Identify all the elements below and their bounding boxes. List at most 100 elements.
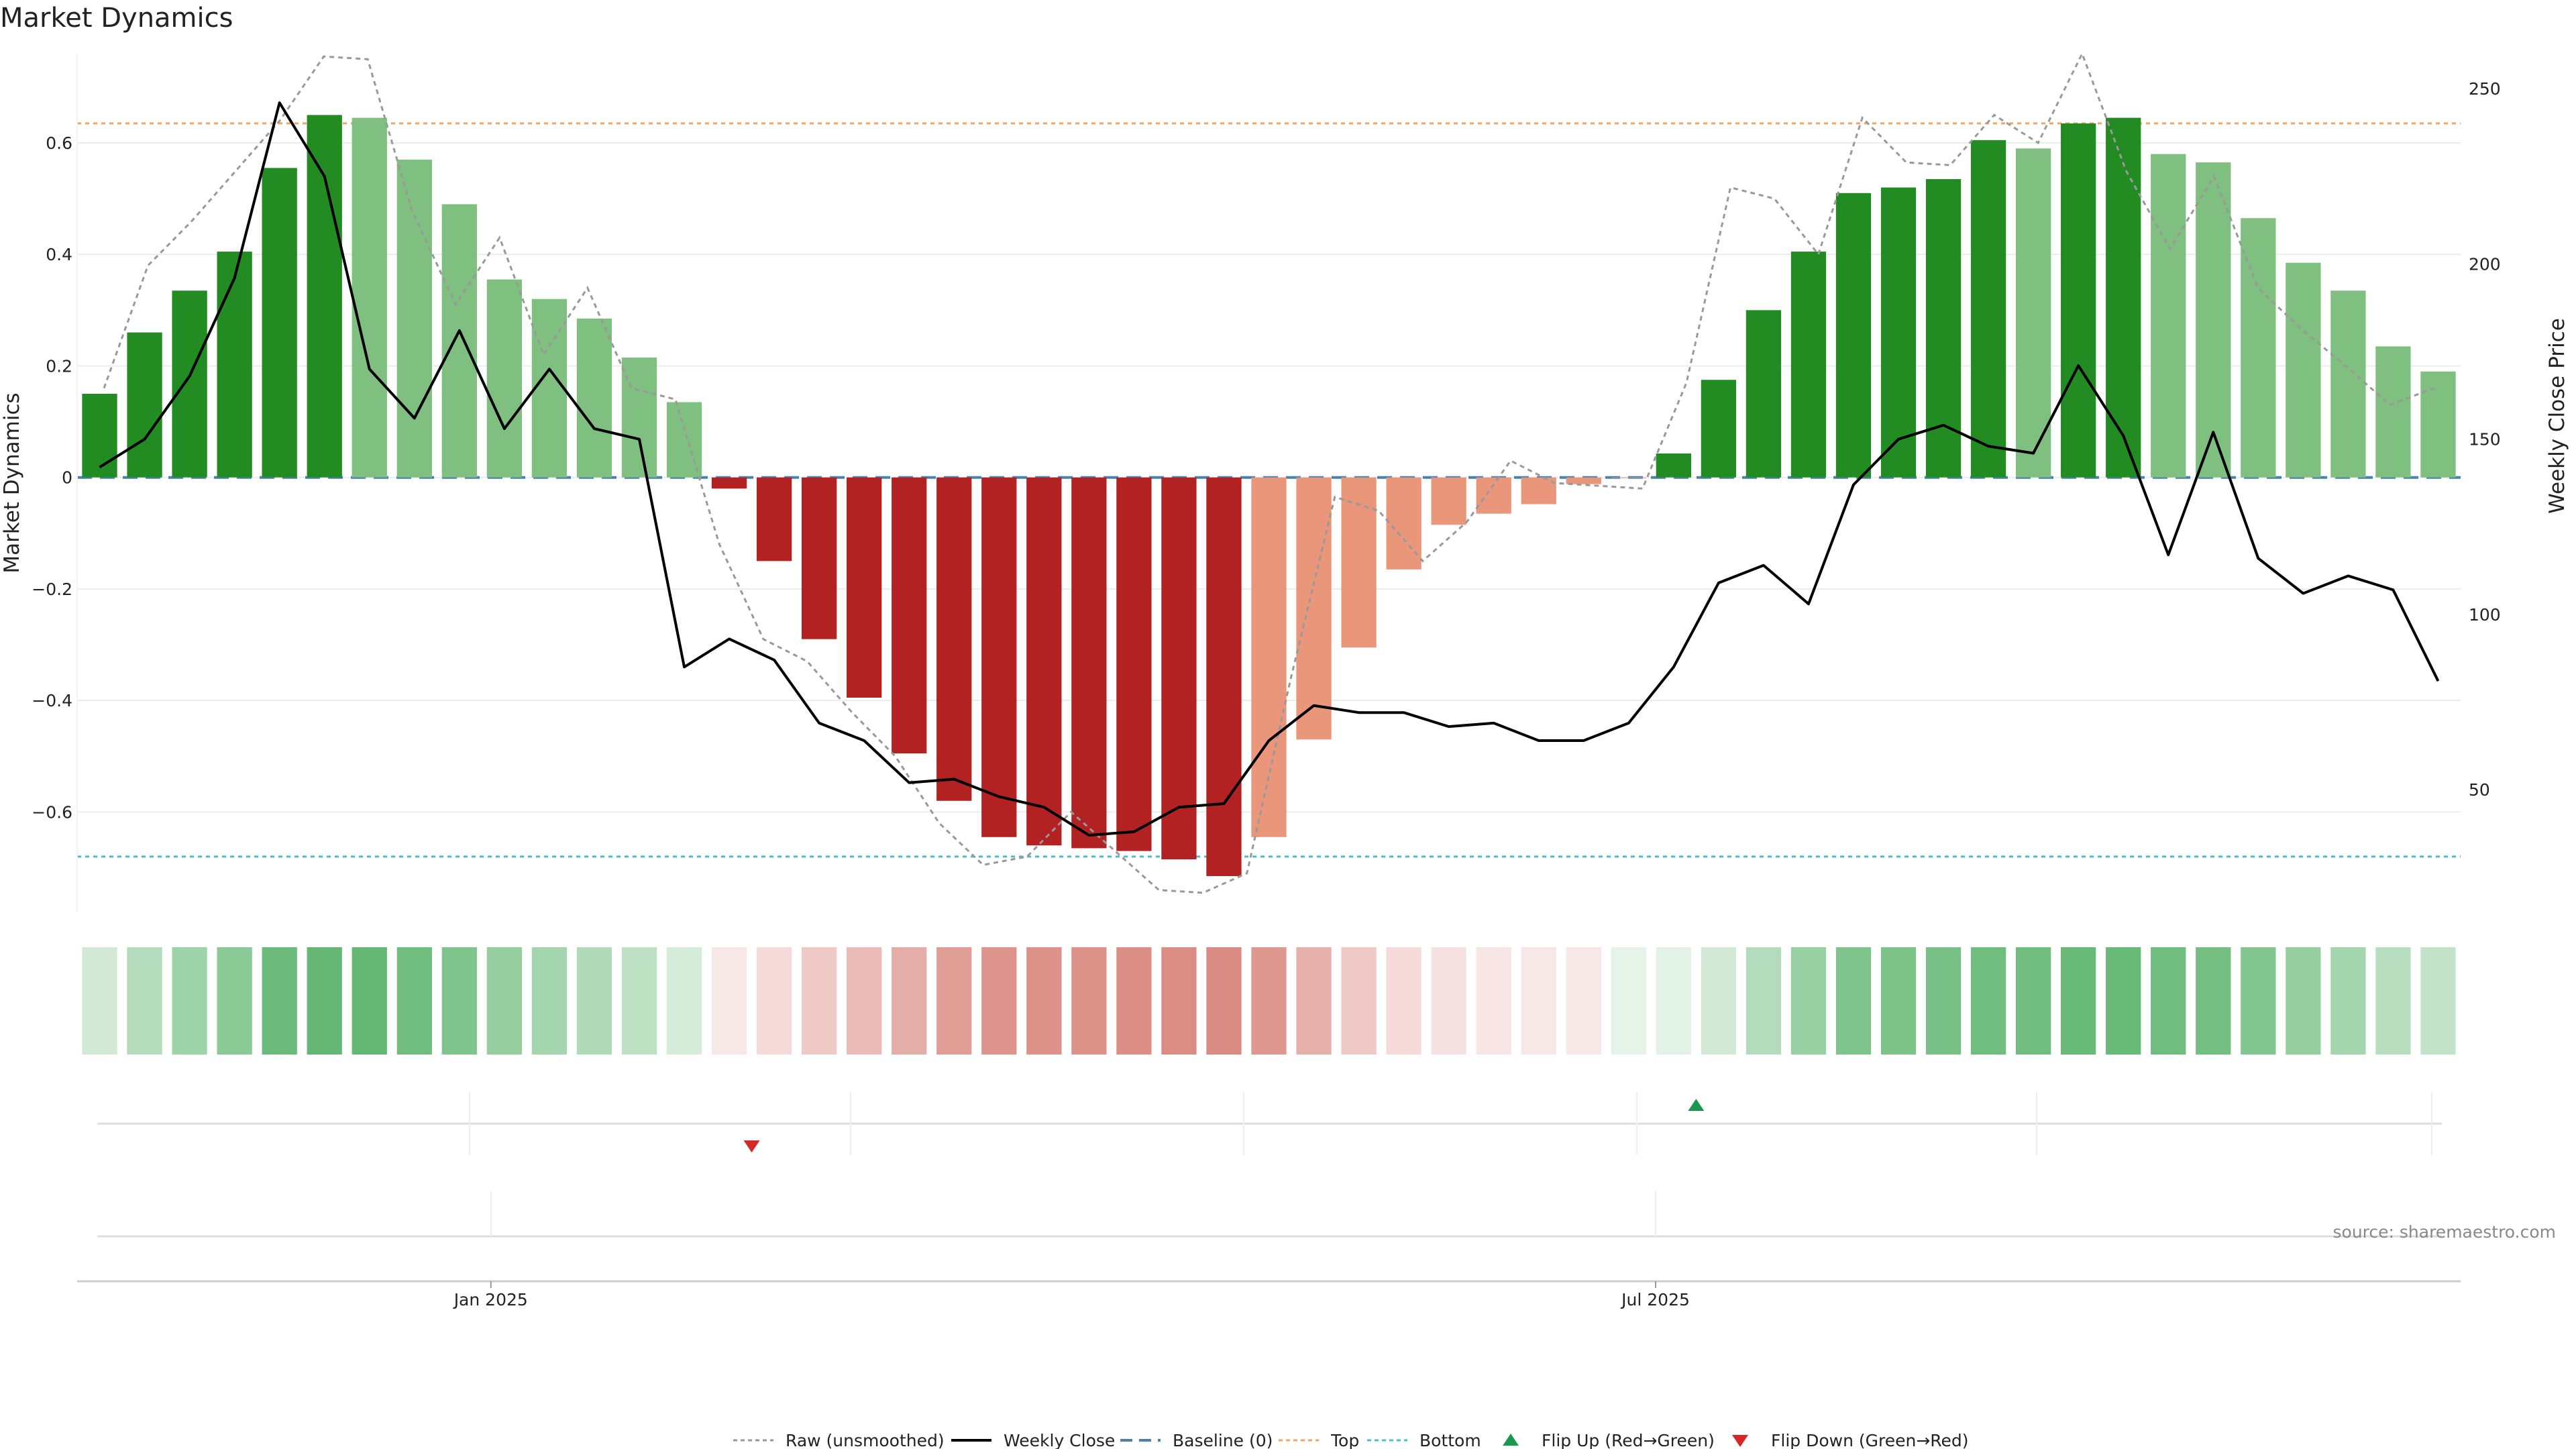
dynamics-bar — [1206, 477, 1242, 876]
dynamics-bar — [531, 299, 568, 478]
dynamics-bar — [1521, 477, 1556, 504]
strength-cell — [2196, 947, 2231, 1055]
y-left-tick-label: 0.2 — [46, 356, 72, 376]
strength-cell — [82, 947, 117, 1055]
legend-label: Flip Up (Red→Green) — [1542, 1431, 1715, 1449]
strength-cell — [847, 947, 882, 1055]
dynamics-bar — [2375, 346, 2411, 478]
dynamics-bar — [1970, 140, 2006, 478]
raw-unsmoothed-line — [103, 51, 2434, 894]
strength-cell — [1341, 947, 1377, 1055]
y-right-tick-label: 200 — [2469, 254, 2501, 274]
strength-cell — [576, 947, 612, 1055]
strength-cell — [1521, 947, 1556, 1055]
strength-cell — [2151, 947, 2186, 1055]
weekly-close-line — [99, 101, 2440, 837]
strength-cell — [1656, 947, 1691, 1055]
strength-cell — [1566, 947, 1601, 1055]
legend-swatch — [1732, 1435, 1748, 1447]
strength-cell — [531, 947, 568, 1055]
strength-cell — [2241, 947, 2276, 1055]
dynamics-bar — [1431, 477, 1466, 525]
legend-swatch — [1503, 1434, 1519, 1446]
strength-cell — [1925, 947, 1962, 1055]
strength-cell — [1476, 947, 1511, 1055]
dynamics-bar — [1746, 310, 1782, 478]
dynamics-bar — [1476, 477, 1511, 514]
y-left-tick-label: −0.4 — [32, 691, 72, 710]
y-right-axis-label: Weekly Close Price — [2545, 318, 2569, 514]
dynamics-bar — [82, 394, 117, 478]
x-tick-label: Jul 2025 — [1620, 1290, 1690, 1309]
strength-cell — [2015, 947, 2051, 1055]
dynamics-bar — [2420, 371, 2456, 478]
strength-cell — [981, 947, 1017, 1055]
y-right-tick-label: 100 — [2469, 605, 2501, 625]
dynamics-bar — [172, 290, 207, 478]
dynamics-bar — [1925, 179, 1962, 478]
strength-cell — [127, 947, 162, 1055]
y-left-axis-label: Market Dynamics — [0, 392, 24, 573]
dynamics-bar — [262, 168, 297, 478]
y-left-tick-label: −0.6 — [32, 802, 72, 822]
dynamics-bar — [307, 115, 342, 478]
dynamics-bar — [1835, 193, 1872, 478]
strength-cell — [1251, 947, 1287, 1055]
dynamics-bar — [756, 477, 792, 561]
dynamics-bar — [1026, 477, 1062, 846]
strength-cell — [1835, 947, 1872, 1055]
dynamics-bar — [1251, 477, 1287, 837]
strength-cell — [1880, 947, 1917, 1055]
dynamics-bar — [892, 477, 927, 754]
y-right-tick-label: 150 — [2469, 430, 2501, 449]
strength-cell — [1071, 947, 1107, 1055]
dynamics-bar — [936, 477, 972, 801]
strength-cell — [1970, 947, 2006, 1055]
strength-cell — [441, 947, 477, 1055]
strength-cell — [711, 947, 747, 1055]
strength-cell — [892, 947, 927, 1055]
strength-cell — [1386, 947, 1421, 1055]
legend-label: Weekly Close — [1004, 1431, 1115, 1449]
dynamics-bar — [2106, 117, 2141, 478]
strength-cell — [756, 947, 792, 1055]
y-left-tick-label: −0.2 — [32, 580, 72, 599]
dynamics-bar — [2241, 218, 2276, 478]
flip-down-marker — [743, 1140, 760, 1152]
strength-cell — [936, 947, 972, 1055]
y-left-tick-label: 0 — [62, 468, 72, 488]
legend-label: Flip Down (Green→Red) — [1771, 1431, 1969, 1449]
strength-cell — [2061, 947, 2096, 1055]
dynamics-bar — [127, 332, 162, 478]
dynamics-bar — [1071, 477, 1107, 849]
strength-cell — [2420, 947, 2456, 1055]
strength-cell — [1296, 947, 1332, 1055]
strength-cell — [1746, 947, 1782, 1055]
strength-heat-strip — [82, 947, 2456, 1055]
strength-cell — [2286, 947, 2321, 1055]
strength-cell — [352, 947, 387, 1055]
strength-cell — [172, 947, 207, 1055]
strength-cell — [486, 947, 523, 1055]
dynamics-bar — [1341, 477, 1377, 648]
x-axis: Jan 2025 Jul 2025 — [77, 1280, 2461, 1309]
dynamics-bar — [1116, 477, 1152, 851]
dynamics-bar — [1296, 477, 1332, 740]
strength-cell — [307, 947, 342, 1055]
dynamics-bar — [847, 477, 882, 698]
dynamics-bar — [1790, 252, 1827, 478]
strength-cell — [396, 947, 432, 1055]
legend-label: Raw (unsmoothed) — [786, 1431, 945, 1449]
dynamics-bar — [352, 117, 387, 478]
dynamics-bar — [396, 159, 432, 478]
strength-cell — [1161, 947, 1197, 1055]
dynamics-bar — [2330, 290, 2366, 478]
dynamics-bar — [666, 402, 702, 478]
dynamics-bar — [2015, 148, 2051, 478]
dynamics-bar — [486, 279, 523, 478]
strength-cell — [217, 947, 252, 1055]
dynamics-bar — [1656, 453, 1691, 478]
dynamics-bar — [801, 477, 837, 639]
x-tick-label: Jan 2025 — [453, 1290, 528, 1309]
